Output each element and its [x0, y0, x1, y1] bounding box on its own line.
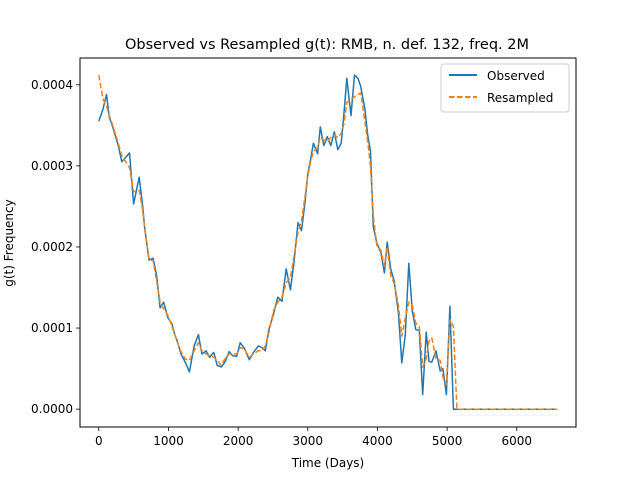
x-tick-label: 1000 [153, 434, 184, 448]
plot-area-frame [79, 57, 577, 428]
x-tick-label: 2000 [223, 434, 254, 448]
series-line-observed [98, 74, 558, 410]
series-group [98, 74, 558, 410]
x-axis: 0 1000 2000 3000 4000 5000 6000 [95, 427, 532, 448]
y-tick-label: 0.0000 [31, 402, 73, 416]
x-tick-label: 3000 [293, 434, 324, 448]
y-tick-label: 0.0002 [31, 240, 73, 254]
y-axis-label: g(t) Frequency [2, 199, 16, 287]
y-tick-label: 0.0004 [31, 78, 73, 92]
x-tick-label: 5000 [432, 434, 463, 448]
legend: Observed Resampled [440, 63, 570, 113]
y-tick-label: 0.0003 [31, 159, 73, 173]
y-tick-label: 0.0001 [31, 321, 73, 335]
x-tick-label: 6000 [502, 434, 533, 448]
series-line-resampled [98, 74, 558, 410]
x-tick-label: 0 [95, 434, 103, 448]
chart-title: Observed vs Resampled g(t): RMB, n. def.… [125, 37, 529, 53]
legend-label-resampled: Resampled [487, 91, 553, 105]
x-axis-label: Time (Days) [291, 456, 365, 470]
legend-label-observed: Observed [487, 69, 545, 83]
y-axis: 0.0000 0.0001 0.0002 0.0003 0.0004 [31, 78, 80, 416]
x-tick-label: 4000 [362, 434, 393, 448]
